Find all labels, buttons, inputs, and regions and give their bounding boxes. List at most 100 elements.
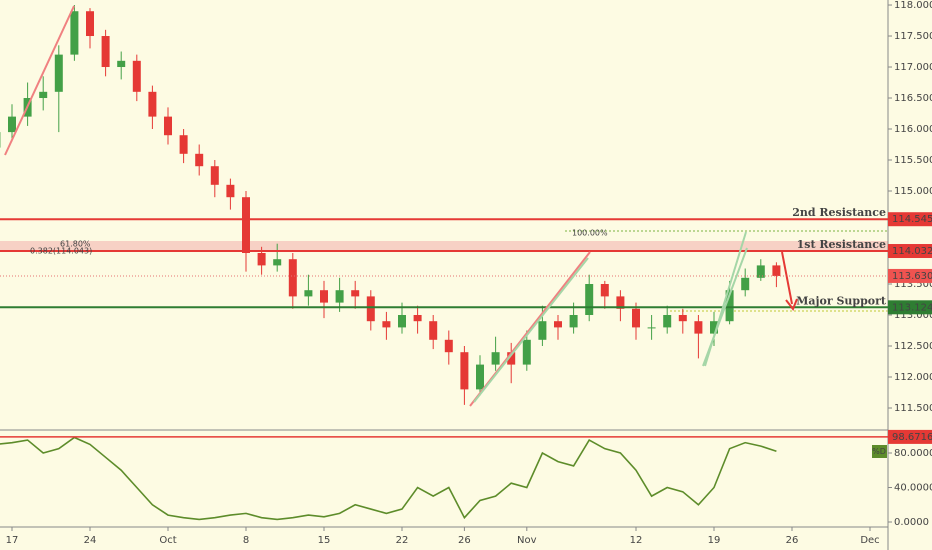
candle-body	[351, 290, 360, 297]
level-value-label: 113.124	[892, 302, 932, 313]
annotations	[4, 5, 798, 407]
y-tick-label: 115.500	[894, 155, 932, 166]
fib-label: 61.80%	[60, 240, 91, 249]
y-tick-label: 111.500	[894, 403, 932, 414]
candle-body	[538, 321, 547, 340]
level-name: Major Support	[796, 294, 887, 307]
candle-body	[148, 91, 157, 117]
level-name: 2nd Resistance	[792, 206, 886, 219]
osc-name: %D	[872, 447, 886, 456]
level-label-bg	[888, 212, 932, 227]
candle-body	[678, 314, 687, 322]
candle-body	[304, 290, 313, 297]
resistance-band	[0, 241, 888, 252]
x-tick-label: 12	[630, 535, 643, 546]
level-value-label: 114.545	[892, 214, 932, 225]
x-tick-label: Oct	[159, 535, 176, 546]
x-tick-label: 22	[396, 535, 409, 546]
candle-body	[210, 166, 219, 185]
osc-level-bg	[888, 429, 932, 444]
candle-body	[132, 60, 141, 92]
y-tick-label: 113.000	[894, 310, 932, 321]
x-tick-label: 26	[458, 535, 471, 546]
candle-body	[335, 290, 344, 303]
candle-body	[741, 277, 750, 291]
level-value-label: 114.032	[892, 246, 932, 257]
y2-tick-label: 80.0000	[894, 448, 932, 459]
x-tick-label: 15	[318, 535, 331, 546]
candle-body	[569, 314, 578, 328]
candle-body	[86, 11, 94, 37]
level-label-bg	[888, 244, 932, 259]
candle-body	[273, 259, 282, 266]
candle-body	[491, 352, 500, 365]
x-tick-label: 24	[84, 535, 97, 546]
x-tick-label: 26	[786, 535, 799, 546]
candle-body	[554, 321, 562, 328]
candle-body	[663, 314, 672, 328]
candle-body	[725, 290, 734, 322]
candle-body	[70, 11, 79, 55]
candle-body	[694, 321, 703, 334]
candle-body	[522, 339, 531, 365]
level-name: 1st Resistance	[797, 238, 886, 251]
candle-body	[39, 91, 48, 99]
candle-body	[413, 314, 422, 322]
x-tick-label: 17	[6, 535, 19, 546]
x-tick-label: 19	[708, 535, 721, 546]
candle-body	[101, 36, 110, 68]
x-tick-label: 8	[243, 535, 249, 546]
candle-body	[398, 314, 406, 328]
candle-body	[585, 284, 594, 315]
candle-body	[710, 321, 718, 334]
candle-body	[600, 284, 609, 297]
candle-body	[195, 153, 204, 167]
trend-arrow	[473, 257, 589, 403]
oscillator-line	[0, 436, 777, 521]
candle-body	[382, 321, 391, 328]
candle-body	[320, 290, 328, 303]
candle-body	[772, 265, 781, 276]
y-tick-label: 112.500	[894, 341, 932, 352]
candle-body	[616, 296, 625, 309]
candle-body	[179, 135, 188, 154]
x-tick-label: Dec	[860, 535, 879, 546]
y-tick-label: 118.000	[894, 0, 932, 11]
target-arrow	[781, 251, 793, 305]
y-tick-label: 115.000	[894, 186, 932, 197]
trend-arrow	[702, 247, 748, 367]
candle-body	[632, 308, 640, 328]
trend-arrow	[4, 5, 75, 156]
candle-body	[226, 184, 235, 198]
arrow-head	[785, 298, 798, 311]
fib-label: 0.382(114.043)	[30, 247, 92, 256]
candle-body	[257, 253, 266, 266]
candle-body	[54, 54, 63, 92]
y-tick-label: 117.500	[894, 31, 932, 42]
candle-body	[288, 259, 297, 297]
y2-tick-label: 40.0000	[894, 483, 932, 494]
candle-body	[366, 296, 375, 322]
fib-label: 100.00%	[572, 229, 608, 238]
level-label-bg	[888, 300, 932, 315]
candle-body	[647, 327, 656, 329]
candle-body	[460, 352, 469, 390]
y2-tick-label: 0.0000	[894, 517, 929, 528]
candle-body	[429, 321, 438, 340]
candle-body	[8, 116, 16, 133]
candle-body	[117, 60, 126, 68]
last-price-label: 113.630	[892, 271, 932, 282]
y-tick-label: 116.500	[894, 93, 932, 104]
y-tick-label: 113.500	[894, 279, 932, 290]
osc-level-label: 98.6716	[892, 432, 932, 443]
x-tick-label: Nov	[517, 535, 537, 546]
candle-body	[444, 339, 453, 353]
candle-body	[164, 116, 172, 136]
y-tick-label: 116.000	[894, 124, 932, 135]
candle-body	[476, 364, 484, 390]
y-tick-label: 117.000	[894, 62, 932, 73]
osc-name-bg	[872, 445, 887, 458]
y-tick-label: 112.000	[894, 372, 932, 383]
candle-body	[756, 265, 765, 278]
